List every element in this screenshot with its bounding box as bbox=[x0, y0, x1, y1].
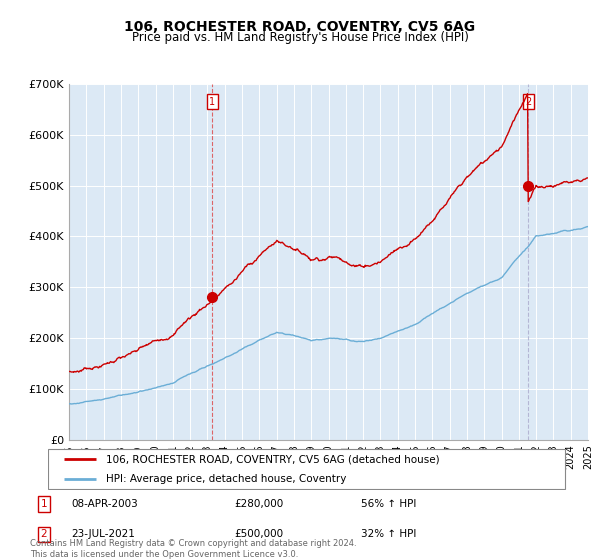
Text: HPI: Average price, detached house, Coventry: HPI: Average price, detached house, Cove… bbox=[106, 474, 346, 484]
FancyBboxPatch shape bbox=[48, 449, 565, 489]
Text: 23-JUL-2021: 23-JUL-2021 bbox=[71, 529, 135, 539]
Text: 08-APR-2003: 08-APR-2003 bbox=[71, 499, 138, 509]
Text: Contains HM Land Registry data © Crown copyright and database right 2024.
This d: Contains HM Land Registry data © Crown c… bbox=[30, 539, 356, 559]
Text: £500,000: £500,000 bbox=[234, 529, 283, 539]
Text: 2: 2 bbox=[525, 97, 532, 107]
Text: Price paid vs. HM Land Registry's House Price Index (HPI): Price paid vs. HM Land Registry's House … bbox=[131, 31, 469, 44]
Text: £280,000: £280,000 bbox=[234, 499, 283, 509]
Text: 106, ROCHESTER ROAD, COVENTRY, CV5 6AG: 106, ROCHESTER ROAD, COVENTRY, CV5 6AG bbox=[124, 20, 476, 34]
Text: 32% ↑ HPI: 32% ↑ HPI bbox=[361, 529, 416, 539]
Text: 56% ↑ HPI: 56% ↑ HPI bbox=[361, 499, 416, 509]
Text: 106, ROCHESTER ROAD, COVENTRY, CV5 6AG (detached house): 106, ROCHESTER ROAD, COVENTRY, CV5 6AG (… bbox=[106, 454, 440, 464]
Text: 1: 1 bbox=[209, 97, 215, 107]
Text: 2: 2 bbox=[40, 529, 47, 539]
Text: 1: 1 bbox=[40, 499, 47, 509]
